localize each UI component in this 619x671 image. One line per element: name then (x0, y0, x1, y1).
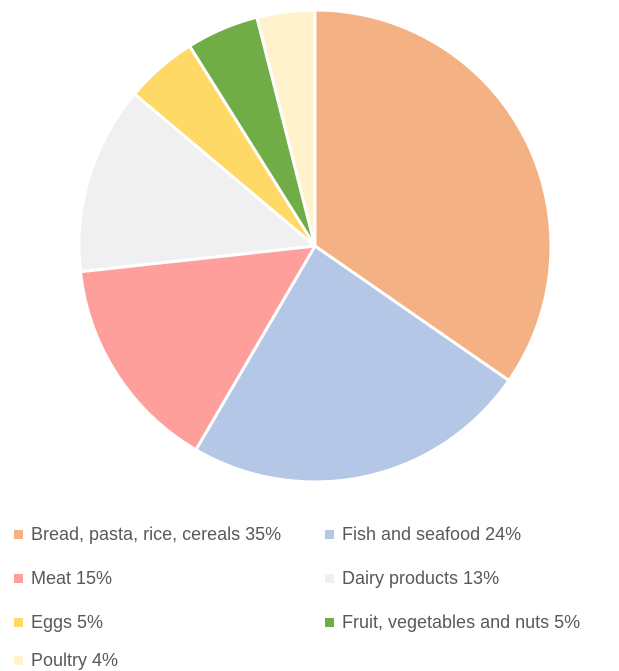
legend-label-fish: Fish and seafood 24% (342, 524, 522, 544)
legend-label-fruit: Fruit, vegetables and nuts 5% (342, 612, 581, 632)
legend-item-fish: Fish and seafood 24% (325, 524, 521, 545)
legend-item-meat: Meat 15% (14, 568, 112, 589)
legend-swatch-fruit (325, 618, 334, 627)
pie-slice-poultry (255, 8, 317, 248)
legend-label-meat: Meat 15% (31, 568, 113, 588)
pie-chart (77, 8, 553, 484)
legend-swatch-poultry (14, 656, 23, 665)
legend-swatch-bread (14, 530, 23, 539)
legend-swatch-meat (14, 574, 23, 583)
legend-label-poultry: Poultry 4% (31, 650, 119, 670)
legend-swatch-dairy (325, 574, 334, 583)
pie-slice-fish-and-seafood (194, 244, 511, 484)
legend-swatch-eggs (14, 618, 23, 627)
legend-item-eggs: Eggs 5% (14, 612, 103, 633)
legend-swatch-fish (325, 530, 334, 539)
legend-item-dairy: Dairy products 13% (325, 568, 499, 589)
legend-label-bread: Bread, pasta, rice, cereals 35% (31, 524, 282, 544)
legend-item-bread: Bread, pasta, rice, cereals 35% (14, 524, 281, 545)
pie-slice-meat (78, 244, 317, 452)
legend-item-poultry: Poultry 4% (14, 650, 118, 671)
pie-slice-dairy-products (77, 92, 317, 274)
legend-label-dairy: Dairy products 13% (342, 568, 500, 588)
legend-item-fruit: Fruit, vegetables and nuts 5% (325, 612, 580, 633)
pie-slice-bread-pasta-rice-cereals (313, 8, 553, 383)
legend-label-eggs: Eggs 5% (31, 612, 104, 632)
